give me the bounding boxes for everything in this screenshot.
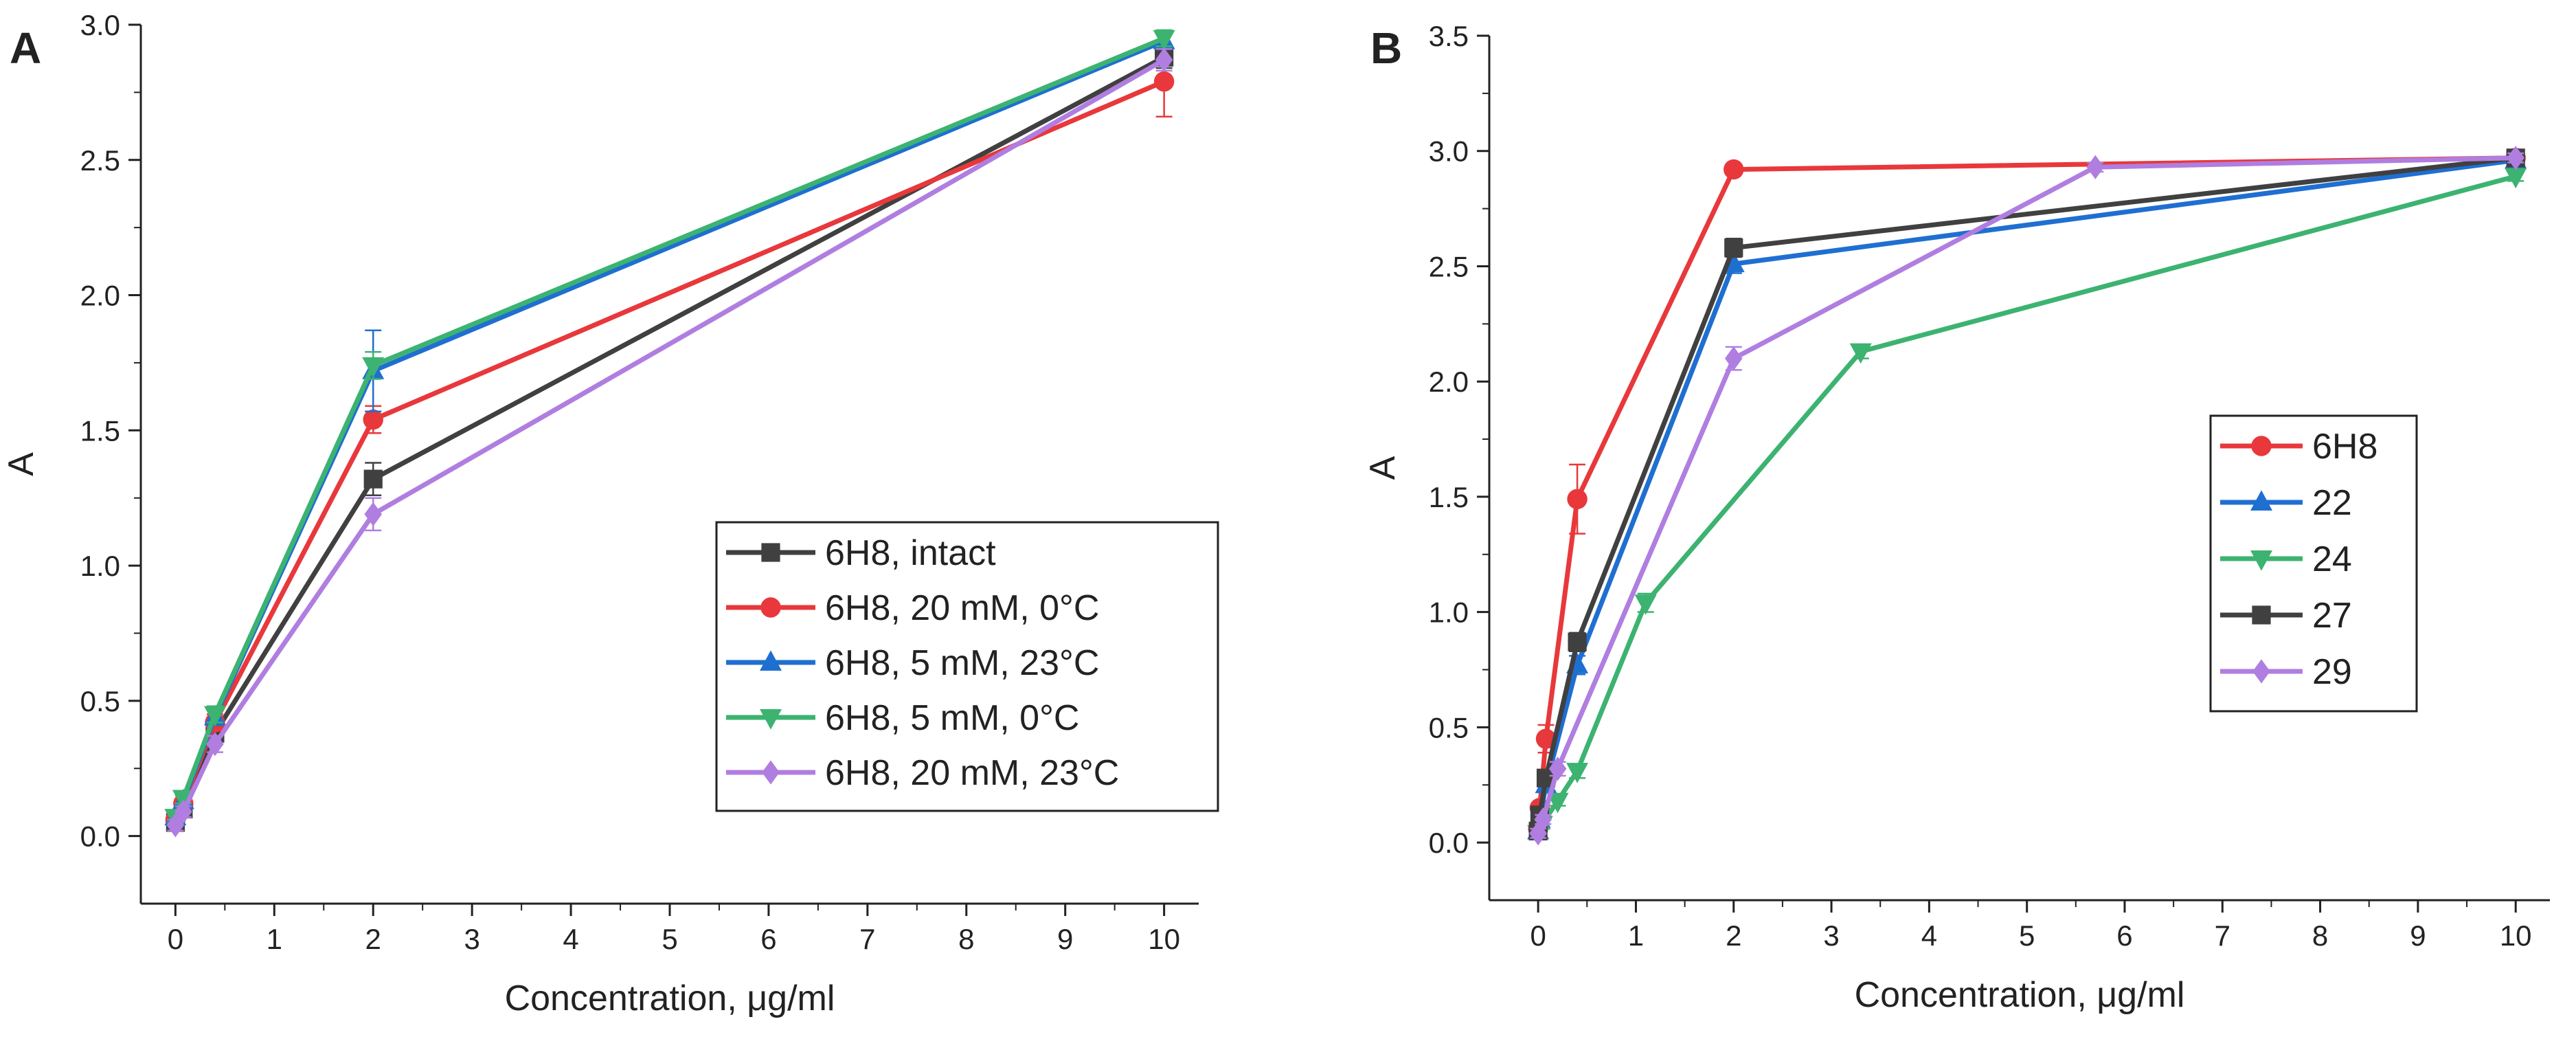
b-data-point xyxy=(1566,763,1589,783)
a-x-tick-label: 5 xyxy=(662,923,677,955)
a-legend-marker-4 xyxy=(760,709,782,730)
a-y-tick-label: 0.0 xyxy=(80,820,120,853)
b-y-tick-label: 0.0 xyxy=(1429,827,1469,859)
a-data-point xyxy=(166,813,185,838)
a-legend-label-2: 6H8, 20 mM, 0°C xyxy=(825,588,1099,628)
b-legend-label-5: 29 xyxy=(2312,652,2352,692)
b-data-point xyxy=(1724,346,1743,371)
a-data-point xyxy=(1153,30,1175,51)
b-data-point xyxy=(1634,594,1657,615)
a-data-point xyxy=(363,469,383,489)
a-data-point xyxy=(203,706,226,727)
b-x-tick-label: 5 xyxy=(2019,919,2035,952)
a-legend-label-1: 6H8, intact xyxy=(825,533,996,573)
b-series-5 xyxy=(1529,146,2524,846)
b-y-tick-label: 1.0 xyxy=(1429,596,1469,629)
b-data-point xyxy=(1534,807,1552,832)
b-y-tick-label: 1.5 xyxy=(1429,481,1469,513)
b-y-tick-label: 3.0 xyxy=(1429,135,1469,168)
b-legend: 6H8 22 24 27 29 xyxy=(2209,414,2418,713)
chart-panel-a: 0 1 2 3 4 5 6 7 8 9 10 0.0 0.5 1.0 1.5 2.0 2.5 3.0 Concent… xyxy=(1,9,1219,1018)
b-legend-label-4: 27 xyxy=(2312,596,2352,636)
b-x-tick-label: 1 xyxy=(1628,919,1644,952)
panel-b-letter: B xyxy=(1370,23,1402,73)
b-data-point xyxy=(1724,159,1744,180)
b-x-tick-label: 0 xyxy=(1530,919,1546,952)
b-x-tick-label: 3 xyxy=(1823,919,1839,952)
b-data-point xyxy=(1548,757,1567,781)
b-x-tick-label: 7 xyxy=(2215,919,2230,952)
a-data-point xyxy=(1153,71,1175,92)
b-x-tick-label: 6 xyxy=(2116,919,2132,952)
b-legend-marker-3 xyxy=(2250,550,2272,571)
b-data-point xyxy=(1724,238,1743,258)
a-y-tick-label: 1.5 xyxy=(80,414,120,447)
a-data-point xyxy=(174,799,192,824)
b-x-tick-label: 4 xyxy=(1921,919,1937,952)
b-data-point xyxy=(2505,168,2527,189)
a-legend-marker-2 xyxy=(760,597,781,618)
a-y-axis-title: A xyxy=(1,452,41,476)
b-legend-marker-1 xyxy=(2251,436,2272,456)
a-legend-box xyxy=(715,521,1219,812)
b-x-tick-label: 9 xyxy=(2410,919,2426,952)
b-data-point xyxy=(1535,728,1557,749)
b-legend-marker-2 xyxy=(2250,490,2272,511)
a-x-tick-label: 3 xyxy=(464,923,479,955)
a-x-tick-label: 7 xyxy=(859,923,875,955)
a-series-5 xyxy=(166,47,1173,838)
a-x-tick-label: 1 xyxy=(267,923,282,955)
a-x-tick-label: 8 xyxy=(958,923,974,955)
b-x-tick-label: 10 xyxy=(2500,919,2532,952)
b-x-tick-label: 2 xyxy=(1726,919,1741,952)
b-data-point xyxy=(1567,489,1588,510)
a-x-tick-label: 4 xyxy=(563,923,578,955)
a-legend-label-5: 6H8, 20 mM, 23°C xyxy=(825,753,1119,793)
a-y-tick-label: 0.5 xyxy=(80,685,120,717)
a-y-tick-label: 3.0 xyxy=(80,9,120,41)
b-y-tick-label: 0.5 xyxy=(1429,711,1469,744)
a-x-tick-label: 10 xyxy=(1148,923,1180,955)
b-y-tick-label: 2.0 xyxy=(1429,366,1469,398)
b-y-tick-label: 3.5 xyxy=(1429,20,1469,52)
a-y-tick-label: 2.0 xyxy=(80,280,120,312)
a-y-tick-label: 1.0 xyxy=(80,550,120,582)
b-data-point xyxy=(1529,821,1547,846)
a-x-tick-label: 2 xyxy=(365,923,381,955)
a-legend-marker-3 xyxy=(760,650,782,671)
b-x-axis-title: Concentration, μg/ml xyxy=(1855,975,2185,1015)
b-legend-marker-5 xyxy=(2252,659,2270,684)
b-x-tick-label: 8 xyxy=(2312,919,2328,952)
a-y-tick-label: 2.5 xyxy=(80,144,120,177)
a-x-tick-label: 6 xyxy=(760,923,776,955)
a-data-point xyxy=(206,732,224,757)
b-data-point xyxy=(2507,146,2524,170)
a-legend-marker-1 xyxy=(761,543,780,562)
b-legend-box xyxy=(2209,414,2418,713)
b-legend-marker-4 xyxy=(2252,605,2271,625)
a-data-point xyxy=(364,502,383,526)
a-data-point xyxy=(363,409,383,430)
b-data-point xyxy=(1849,343,1872,364)
b-legend-label-1: 6H8 xyxy=(2312,427,2377,467)
b-data-point xyxy=(2086,155,2105,179)
a-legend: 6H8, intact 6H8, 20 mM, 0°C 6H8, 5 mM, 23°… xyxy=(715,521,1219,812)
b-data-point xyxy=(1546,792,1569,814)
b-y-tick-label: 2.5 xyxy=(1429,250,1469,282)
a-data-point xyxy=(362,357,385,378)
b-y-axis-title: A xyxy=(1363,456,1403,480)
a-x-tick-label: 0 xyxy=(168,923,183,955)
a-x-tick-label: 9 xyxy=(1057,923,1073,955)
a-legend-label-4: 6H8, 5 mM, 0°C xyxy=(825,698,1079,738)
b-legend-label-2: 22 xyxy=(2312,483,2352,523)
b-legend-label-3: 24 xyxy=(2312,539,2352,579)
a-data-point xyxy=(1155,47,1173,72)
a-x-axis-title: Concentration, μg/ml xyxy=(505,979,835,1018)
panel-a-letter: A xyxy=(10,23,41,73)
a-legend-marker-5 xyxy=(762,760,780,785)
chart-panel-b: 0 1 2 3 4 5 6 7 8 9 10 0.0 0.5 1.0 1.5 2.0 2.5 3.0 3.5 Conc… xyxy=(1363,20,2550,1015)
b-data-point xyxy=(1568,632,1587,651)
a-legend-label-3: 6H8, 5 mM, 23°C xyxy=(825,643,1099,683)
